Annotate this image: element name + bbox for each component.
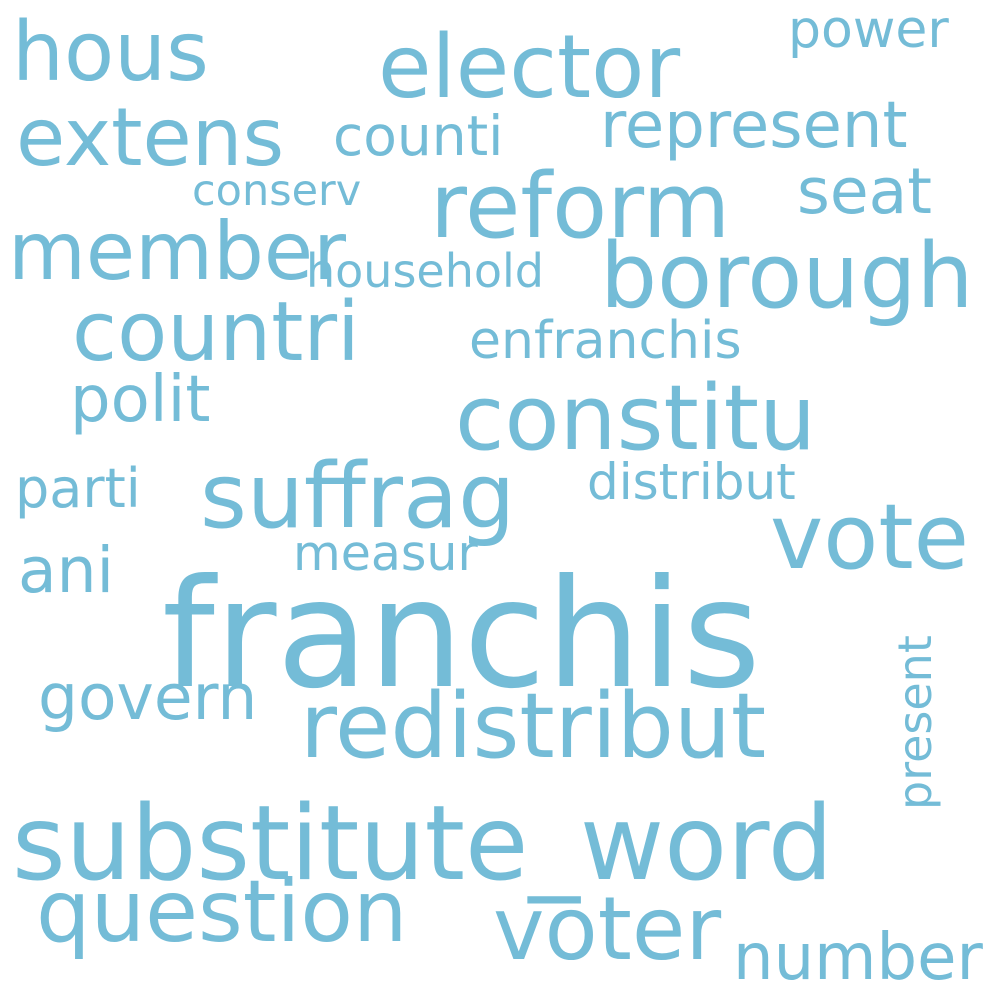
word-substitute-word: substitute_word <box>12 784 834 904</box>
word-distribut: distribut <box>587 453 796 511</box>
word-household: household <box>306 244 544 298</box>
word-question: question <box>36 862 408 962</box>
word-redistribut: redistribut <box>300 674 767 779</box>
word-franchis: franchis <box>162 548 761 722</box>
word-vote: vote <box>770 485 969 590</box>
word-counti: counti <box>333 104 504 168</box>
word-hous: hous <box>12 5 209 100</box>
word-member: member <box>8 205 346 298</box>
word-extens: extens <box>16 91 285 184</box>
word-voter: voter <box>493 878 722 980</box>
word-borough: borough <box>600 224 974 329</box>
word-represent: represent <box>600 89 908 163</box>
word-parti: parti <box>15 457 141 520</box>
word-measur: measur <box>293 525 478 582</box>
word-ani: ani <box>18 534 115 607</box>
word-enfranchis: enfranchis <box>469 311 742 371</box>
word-elector: elector <box>378 16 681 118</box>
word-suffrag: suffrag <box>200 444 516 549</box>
word-reform: reform <box>430 154 731 259</box>
word-present: present <box>888 635 942 810</box>
word-seat: seat <box>797 155 932 228</box>
word-power: power <box>788 0 949 60</box>
word-conserv: conserv <box>192 166 362 216</box>
word-govern: govern <box>38 661 258 734</box>
word-number: number <box>733 921 983 995</box>
word-polit: polit <box>70 363 211 437</box>
word-countri: countri <box>72 285 360 380</box>
word-constitu: constitu <box>455 366 817 471</box>
